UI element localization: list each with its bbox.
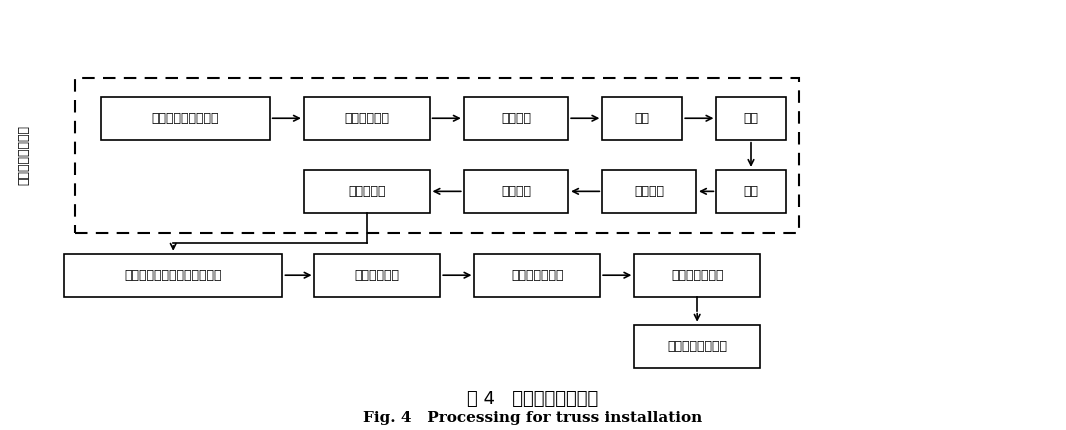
Bar bbox=[474, 254, 600, 297]
Text: 测量校正: 测量校正 bbox=[501, 185, 531, 198]
Text: 图 4   桁架安装工艺流程: 图 4 桁架安装工艺流程 bbox=[467, 390, 599, 408]
Text: 铺设压型钢板: 铺设压型钢板 bbox=[355, 269, 400, 282]
Text: 焊接桁架底座卡板: 焊接桁架底座卡板 bbox=[667, 340, 727, 353]
Text: 桁架就位: 桁架就位 bbox=[634, 185, 664, 198]
Bar bbox=[716, 170, 786, 213]
Text: 焊接: 焊接 bbox=[634, 112, 650, 125]
Bar bbox=[304, 97, 430, 140]
Text: 滑移: 滑移 bbox=[743, 185, 759, 198]
Bar bbox=[716, 97, 786, 140]
Text: 单榀桁架安装顺序: 单榀桁架安装顺序 bbox=[17, 125, 30, 185]
Bar bbox=[634, 254, 760, 297]
Text: 浇筑屋面混凝土: 浇筑屋面混凝土 bbox=[511, 269, 564, 282]
Text: 装焊连系梁: 装焊连系梁 bbox=[348, 185, 386, 198]
Bar bbox=[314, 254, 440, 297]
Text: 浇筑屋面混凝土: 浇筑屋面混凝土 bbox=[671, 269, 724, 282]
Bar bbox=[464, 97, 568, 140]
Bar bbox=[634, 325, 760, 368]
Text: 分段安装桁架: 分段安装桁架 bbox=[344, 112, 389, 125]
Bar bbox=[602, 170, 696, 213]
Bar bbox=[101, 97, 270, 140]
Bar bbox=[75, 78, 799, 233]
Bar bbox=[304, 170, 430, 213]
Text: 测量校正: 测量校正 bbox=[501, 112, 531, 125]
Bar bbox=[602, 97, 682, 140]
Text: 安装支撑、滑移轨道: 安装支撑、滑移轨道 bbox=[151, 112, 220, 125]
Bar bbox=[64, 254, 282, 297]
Text: 按上述顺序完成剩余桁架安装: 按上述顺序完成剩余桁架安装 bbox=[125, 269, 222, 282]
Bar bbox=[464, 170, 568, 213]
Text: Fig. 4   Processing for truss installation: Fig. 4 Processing for truss installation bbox=[364, 411, 702, 425]
Text: 卸载: 卸载 bbox=[743, 112, 759, 125]
